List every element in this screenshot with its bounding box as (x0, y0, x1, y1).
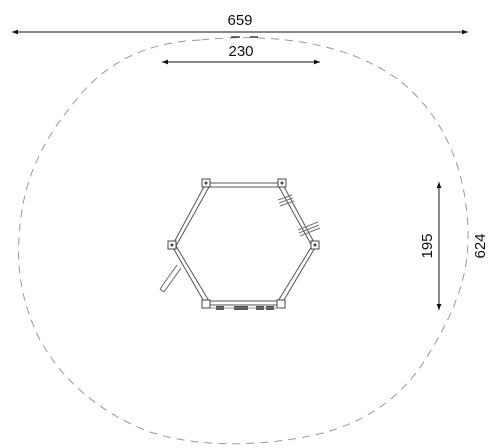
hexagon-frame-inner (175, 186, 313, 302)
post-top-right-bolt (280, 181, 284, 185)
hexagon-frame-outer (171, 182, 317, 306)
structure-depth-label: 195 (419, 233, 436, 258)
safety-zone-outline (18, 37, 469, 445)
structure-width-label: 230 (228, 43, 253, 60)
overall-width-label: 659 (227, 12, 252, 29)
overall-depth-label: 624 (472, 233, 488, 258)
post-bottom-right (276, 299, 286, 309)
slide-left (159, 264, 182, 293)
post-left-bolt (170, 243, 174, 247)
hexagonal-play-structure (159, 178, 321, 310)
post-top-left-bolt (204, 181, 208, 185)
ladder-right-bottom (297, 221, 321, 237)
post-right-bolt (313, 243, 317, 247)
bottom-panel-details (210, 306, 280, 310)
ladder-right-top (277, 194, 295, 207)
post-bottom-left (201, 299, 211, 309)
